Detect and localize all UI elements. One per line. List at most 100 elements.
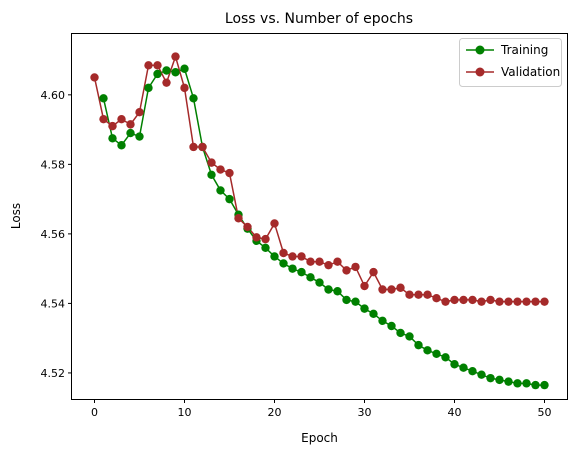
data-point-validation bbox=[513, 297, 522, 306]
data-point-training bbox=[486, 373, 495, 383]
data-point-training bbox=[432, 349, 441, 359]
data-point-training bbox=[540, 380, 549, 390]
data-point-validation bbox=[396, 283, 405, 292]
data-point-training bbox=[153, 69, 162, 79]
x-tick-label: 30 bbox=[358, 406, 372, 419]
data-point-training bbox=[441, 353, 450, 362]
data-point-training bbox=[216, 186, 225, 195]
data-point-training bbox=[297, 267, 306, 277]
data-point-validation bbox=[108, 121, 117, 131]
series-line-training bbox=[102, 67, 545, 386]
data-point-validation bbox=[153, 61, 162, 70]
plot-area bbox=[90, 52, 549, 390]
data-point-training bbox=[126, 128, 135, 138]
data-point-training bbox=[378, 316, 387, 325]
data-point-training bbox=[288, 264, 297, 273]
x-tick-label: 10 bbox=[178, 406, 192, 419]
data-point-training bbox=[324, 285, 333, 294]
data-point-validation bbox=[486, 295, 495, 305]
data-point-validation bbox=[180, 83, 189, 93]
data-point-training bbox=[180, 64, 189, 73]
x-axis-ticks: 0 10 20 30 40 50 bbox=[91, 399, 552, 419]
data-point-validation bbox=[234, 214, 243, 223]
y-axis-ticks: 4.52 4.54 4.56 4.58 4.60 bbox=[41, 89, 72, 380]
data-point-training bbox=[279, 259, 288, 268]
data-point-validation bbox=[477, 297, 486, 306]
data-point-validation bbox=[423, 290, 432, 299]
y-tick-label: 4.56 bbox=[41, 228, 66, 241]
data-point-training bbox=[306, 273, 315, 282]
x-tick-label: 0 bbox=[91, 406, 98, 419]
data-point-validation bbox=[252, 233, 261, 242]
data-point-validation bbox=[297, 252, 306, 261]
data-point-training bbox=[342, 295, 351, 305]
data-point-validation bbox=[306, 257, 315, 266]
data-point-validation bbox=[171, 52, 180, 61]
data-point-validation bbox=[468, 295, 477, 305]
x-tick-label: 40 bbox=[448, 406, 462, 419]
data-point-validation bbox=[342, 266, 351, 275]
data-point-training bbox=[405, 332, 414, 341]
data-point-validation bbox=[333, 257, 342, 266]
data-point-validation bbox=[387, 285, 396, 294]
data-point-validation bbox=[225, 168, 234, 178]
data-point-validation bbox=[270, 219, 279, 228]
y-axis-label: Loss bbox=[9, 203, 23, 229]
data-point-validation bbox=[288, 252, 297, 261]
data-point-validation bbox=[540, 297, 549, 306]
data-point-training bbox=[144, 83, 153, 93]
data-point-training bbox=[117, 141, 126, 150]
y-tick-label: 4.58 bbox=[41, 158, 66, 171]
data-point-validation bbox=[243, 222, 252, 232]
data-point-validation bbox=[324, 260, 333, 270]
y-tick-label: 4.60 bbox=[41, 89, 66, 102]
x-tick-label: 50 bbox=[538, 406, 552, 419]
data-point-training bbox=[414, 340, 423, 350]
data-point-training bbox=[171, 68, 180, 77]
data-point-validation bbox=[189, 142, 198, 152]
data-point-validation bbox=[216, 165, 225, 174]
y-tick-label: 4.52 bbox=[41, 367, 66, 380]
data-point-training bbox=[108, 134, 117, 143]
data-point-validation bbox=[144, 61, 153, 70]
data-point-validation bbox=[378, 285, 387, 294]
data-point-validation bbox=[459, 295, 468, 305]
data-point-training bbox=[459, 363, 468, 372]
legend: Training Validation bbox=[459, 38, 562, 87]
data-point-validation bbox=[315, 257, 324, 266]
data-point-training bbox=[315, 278, 324, 287]
legend-marker-validation bbox=[475, 67, 485, 77]
data-point-validation bbox=[162, 78, 171, 87]
data-point-validation bbox=[531, 297, 540, 306]
data-point-training bbox=[477, 370, 486, 379]
data-point-validation bbox=[99, 114, 108, 124]
data-point-training bbox=[360, 304, 369, 313]
legend-marker-training bbox=[475, 45, 485, 55]
data-point-training bbox=[135, 132, 144, 141]
data-point-validation bbox=[117, 114, 126, 124]
data-point-validation bbox=[261, 234, 270, 244]
data-point-training bbox=[522, 379, 531, 388]
data-point-training bbox=[207, 170, 216, 179]
series-markers bbox=[90, 52, 549, 390]
data-point-validation bbox=[207, 158, 216, 167]
data-point-training bbox=[333, 287, 342, 296]
y-tick-label: 4.54 bbox=[41, 297, 66, 310]
plot-frame bbox=[71, 33, 568, 400]
data-point-training bbox=[504, 377, 513, 386]
data-point-training bbox=[531, 380, 540, 390]
series-lines bbox=[93, 54, 545, 386]
data-point-validation bbox=[126, 120, 135, 129]
data-point-validation bbox=[504, 297, 513, 306]
data-point-training bbox=[162, 66, 171, 75]
data-point-validation bbox=[135, 108, 144, 117]
data-point-training bbox=[450, 360, 459, 369]
data-point-training bbox=[351, 297, 360, 306]
data-point-validation bbox=[495, 297, 504, 306]
data-point-validation bbox=[450, 295, 459, 305]
data-point-training bbox=[495, 375, 504, 385]
data-point-training bbox=[369, 309, 378, 319]
data-point-validation bbox=[414, 290, 423, 299]
data-point-validation bbox=[432, 293, 441, 303]
